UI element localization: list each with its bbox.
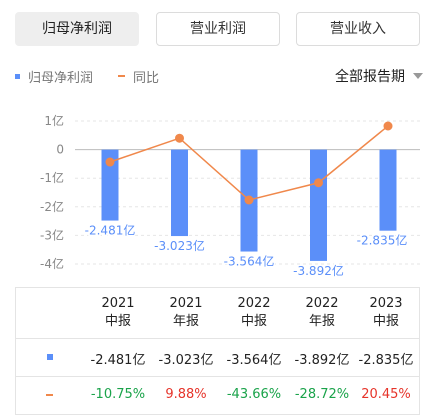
bar-swatch-icon bbox=[47, 354, 53, 360]
chart-legend: 归母净利润 同比 全部报告期 bbox=[15, 66, 423, 86]
bar-data-label: -3.892亿 bbox=[293, 263, 344, 278]
table-cell: -3.564亿 bbox=[226, 353, 282, 368]
y-tick-label: -3亿 bbox=[40, 227, 64, 242]
table-header-row: 2021 中报 2021 年报 2022 中报 2022 年报 2023 中报 bbox=[16, 288, 419, 339]
chevron-down-icon bbox=[413, 73, 423, 79]
legend-line-label: 同比 bbox=[133, 70, 160, 86]
yoy-point bbox=[383, 121, 393, 131]
table-row-yoy: -10.75% 9.88% -43.66% -28.72% 20.45% bbox=[16, 377, 419, 414]
table-cell: -43.66% bbox=[226, 387, 282, 402]
profit-chart: 1亿 0 -1亿 -2亿 -3亿 -4亿 -2.481亿 -3.023亿 -3.564亿 -3.8… bbox=[40, 113, 420, 279]
table-header-cell: 2021 中报 bbox=[101, 296, 135, 329]
legend-item-bar[interactable]: 归母净利润 bbox=[15, 66, 93, 86]
y-tick-label: -4亿 bbox=[40, 256, 64, 271]
table-header-cell: 2022 年报 bbox=[305, 296, 339, 329]
yoy-point bbox=[244, 195, 254, 205]
legend-item-line[interactable]: 同比 bbox=[118, 66, 159, 86]
table-header-cell: 2023 中报 bbox=[369, 296, 403, 329]
y-tick-label: 1亿 bbox=[44, 113, 64, 128]
period-select[interactable]: 全部报告期 bbox=[335, 66, 423, 86]
data-table: 2021 中报 2021 年报 2022 中报 2022 年报 2023 中报 -2.48… bbox=[15, 287, 420, 415]
yoy-point bbox=[175, 133, 184, 143]
bar-data-label: -2.481亿 bbox=[85, 223, 136, 238]
bar bbox=[310, 149, 327, 261]
bar bbox=[379, 149, 397, 231]
yoy-point bbox=[105, 157, 115, 167]
y-tick-label: 0 bbox=[56, 143, 64, 157]
table-cell: -3.892亿 bbox=[294, 353, 350, 368]
table-row-profit: -2.481亿 -3.023亿 -3.564亿 -3.892亿 -2.835亿 bbox=[16, 339, 419, 377]
legend-bar-label: 归母净利润 bbox=[28, 70, 94, 86]
table-cell: 9.88% bbox=[165, 387, 207, 402]
bar-swatch-icon bbox=[15, 73, 20, 79]
bar-data-label: -3.564亿 bbox=[224, 254, 275, 269]
bar-data-label: -3.023亿 bbox=[154, 238, 205, 253]
table-header-cell: 2021 年报 bbox=[169, 296, 203, 329]
y-tick-label: -2亿 bbox=[40, 199, 64, 214]
bar bbox=[101, 149, 119, 221]
table-cell: -2.481亿 bbox=[90, 353, 146, 368]
yoy-point bbox=[314, 178, 323, 188]
period-select-label: 全部报告期 bbox=[335, 69, 405, 85]
bar-data-label: -2.835亿 bbox=[357, 233, 408, 248]
table-cell: -10.75% bbox=[90, 387, 146, 402]
tab-operating-profit[interactable]: 营业利润 bbox=[156, 12, 280, 46]
table-cell: -3.023亿 bbox=[158, 353, 214, 368]
bar bbox=[171, 149, 188, 237]
metric-tabs: 归母净利润 营业利润 营业收入 bbox=[15, 12, 420, 48]
tab-revenue[interactable]: 营业收入 bbox=[296, 12, 420, 46]
line-swatch-icon bbox=[118, 75, 125, 77]
tab-net-profit[interactable]: 归母净利润 bbox=[15, 12, 139, 46]
y-tick-label: -1亿 bbox=[40, 170, 64, 185]
line-swatch-icon bbox=[46, 394, 53, 396]
table-cell: -2.835亿 bbox=[358, 353, 414, 368]
table-header-cell: 2022 中报 bbox=[237, 296, 271, 329]
table-cell: -28.72% bbox=[294, 387, 350, 402]
table-cell: 20.45% bbox=[361, 387, 411, 402]
